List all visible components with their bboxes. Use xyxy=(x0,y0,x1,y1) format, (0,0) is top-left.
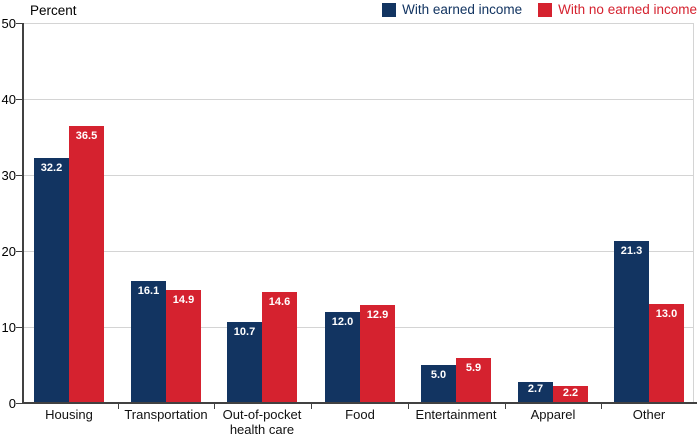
x-tick xyxy=(118,404,119,409)
y-tick-label: 30 xyxy=(1,168,16,183)
x-category-label-transportation: Transportation xyxy=(124,407,208,422)
bar-with-earned-income-other: 21.3 xyxy=(614,241,649,403)
bar-value-label: 16.1 xyxy=(137,285,160,297)
y-tick xyxy=(16,175,22,176)
bar-with-earned-income-transportation: 16.1 xyxy=(131,281,166,403)
bar-with-no-earned-income-other: 13.0 xyxy=(649,304,684,403)
bar-with-no-earned-income-out-of-pocket-health-care: 14.6 xyxy=(262,292,297,403)
bar-with-earned-income-housing: 32.2 xyxy=(34,158,69,403)
bar-value-label: 32.2 xyxy=(40,162,63,174)
bar-value-label: 2.2 xyxy=(562,387,579,399)
gridline xyxy=(22,23,694,24)
legend-item-no-earned-income: With no earned income xyxy=(538,2,697,17)
x-category-label-food: Food xyxy=(345,407,375,422)
x-axis xyxy=(22,402,697,404)
x-tick xyxy=(505,404,506,409)
y-axis-unit-label: Percent xyxy=(30,3,77,18)
bar-with-earned-income-apparel: 2.7 xyxy=(518,382,553,403)
legend-label-no-earned-income: With no earned income xyxy=(558,2,697,17)
x-category-label-entertainment: Entertainment xyxy=(415,407,497,422)
bar-value-label: 5.0 xyxy=(430,369,447,381)
legend-item-earned-income: With earned income xyxy=(382,2,522,17)
y-tick xyxy=(16,99,22,100)
x-category-label-housing: Housing xyxy=(45,407,93,422)
x-category-label-other: Other xyxy=(632,407,666,422)
bar-with-earned-income-food: 12.0 xyxy=(325,312,360,403)
bar-with-earned-income-entertainment: 5.0 xyxy=(421,365,456,403)
bar-with-no-earned-income-entertainment: 5.9 xyxy=(456,358,491,403)
gridline xyxy=(22,175,694,176)
y-axis xyxy=(22,23,24,403)
y-tick xyxy=(16,251,22,252)
gridline xyxy=(22,99,694,100)
x-category-label-apparel: Apparel xyxy=(530,407,576,422)
legend-swatch-earned-income xyxy=(382,2,397,17)
y-tick-label: 40 xyxy=(1,92,16,107)
y-tick-label: 10 xyxy=(1,320,16,335)
x-tick xyxy=(214,404,215,409)
bar-with-no-earned-income-apparel: 2.2 xyxy=(553,386,588,403)
x-category-label-out-of-pocket-health-care: Out-of-pocket health care xyxy=(222,407,302,437)
bar-value-label: 21.3 xyxy=(620,245,643,257)
bar-value-label: 14.6 xyxy=(268,296,291,308)
bar-value-label: 10.7 xyxy=(233,326,256,338)
bar-with-no-earned-income-food: 12.9 xyxy=(360,305,395,403)
bar-value-label: 2.7 xyxy=(527,383,544,395)
bar-with-earned-income-out-of-pocket-health-care: 10.7 xyxy=(227,322,262,403)
bar-value-label: 36.5 xyxy=(75,130,98,142)
legend: With earned income With no earned income xyxy=(382,2,697,17)
bar-value-label: 5.9 xyxy=(465,362,482,374)
bar-with-no-earned-income-transportation: 14.9 xyxy=(166,290,201,403)
x-tick xyxy=(601,404,602,409)
legend-swatch-no-earned-income xyxy=(538,2,553,17)
bar-value-label: 14.9 xyxy=(172,294,195,306)
x-tick xyxy=(311,404,312,409)
bar-value-label: 12.0 xyxy=(331,316,354,328)
bar-value-label: 13.0 xyxy=(655,308,678,320)
y-tick-label: 0 xyxy=(8,396,16,411)
bar-with-no-earned-income-housing: 36.5 xyxy=(69,126,104,403)
y-tick xyxy=(16,403,22,404)
y-tick-label: 20 xyxy=(1,244,16,259)
x-tick xyxy=(408,404,409,409)
plot-right-border xyxy=(693,23,694,403)
legend-label-earned-income: With earned income xyxy=(402,2,523,17)
y-tick-label: 50 xyxy=(1,16,16,31)
gridline xyxy=(22,251,694,252)
bar-value-label: 12.9 xyxy=(366,309,389,321)
y-tick xyxy=(16,327,22,328)
y-tick xyxy=(16,23,22,24)
